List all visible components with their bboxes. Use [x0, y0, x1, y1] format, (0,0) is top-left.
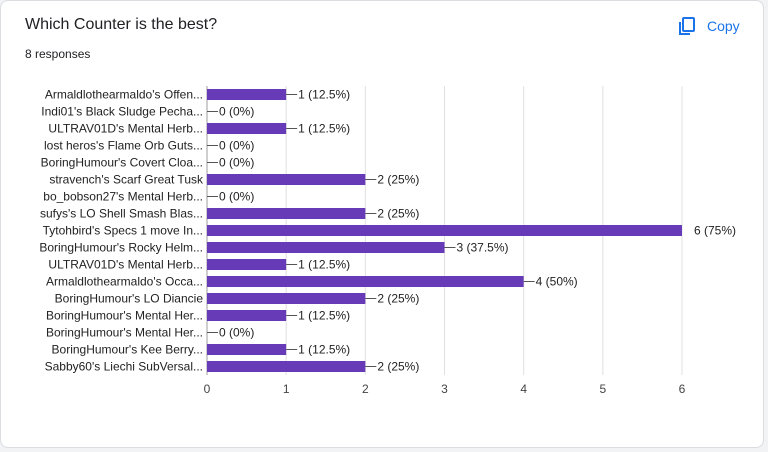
copy-label: Copy — [707, 18, 740, 34]
value-label: 1 (12.5%) — [298, 258, 350, 272]
copy-icon — [677, 16, 697, 36]
category-label: sufys's LO Shell Smash Blas... — [40, 207, 203, 221]
category-label: Indi01's Black Sludge Pecha... — [41, 105, 203, 119]
x-tick-label: 5 — [599, 382, 606, 396]
value-label: 2 (25%) — [377, 360, 419, 374]
value-label: 0 (0%) — [219, 105, 254, 119]
value-label: 3 (37.5%) — [457, 241, 509, 255]
category-label: Sabby60's Liechi SubVersal... — [45, 360, 203, 374]
bar — [207, 123, 287, 134]
value-label: 1 (12.5%) — [298, 122, 350, 136]
value-label: 2 (25%) — [377, 173, 419, 187]
bar — [207, 89, 287, 100]
bar — [207, 208, 366, 219]
value-label: 4 (50%) — [536, 275, 578, 289]
category-label: stravench's Scarf Great Tusk — [49, 173, 204, 187]
x-tick-label: 6 — [679, 382, 686, 396]
value-label: 6 (75%) — [694, 224, 736, 238]
bar — [207, 276, 524, 287]
x-tick-label: 4 — [520, 382, 527, 396]
value-label: 1 (12.5%) — [298, 309, 350, 323]
category-label: BoringHumour's Kee Berry... — [52, 343, 203, 357]
value-label: 0 (0%) — [219, 156, 254, 170]
value-label: 2 (25%) — [377, 207, 419, 221]
x-tick-label: 3 — [441, 382, 448, 396]
category-label: BoringHumour's Mental Her... — [46, 326, 203, 340]
category-label: bo_bobson27's Mental Herb... — [43, 190, 203, 204]
question-title: Which Counter is the best? — [25, 16, 218, 33]
bar — [207, 293, 366, 304]
bar — [207, 225, 682, 236]
category-label: ULTRAV01D's Mental Herb... — [48, 122, 203, 136]
bar — [207, 259, 287, 270]
category-label: lost heros's Flame Orb Guts... — [44, 139, 203, 153]
value-label: 0 (0%) — [219, 326, 254, 340]
bar — [207, 242, 445, 253]
category-label: Armaldlothearmaldo's Occa... — [46, 275, 203, 289]
bar — [207, 361, 366, 372]
value-label: 2 (25%) — [377, 292, 419, 306]
bar — [207, 310, 287, 321]
x-tick-label: 0 — [204, 382, 211, 396]
value-label: 1 (12.5%) — [298, 343, 350, 357]
category-label: Armaldlothearmaldo's Offen... — [45, 88, 203, 102]
x-tick-label: 2 — [362, 382, 369, 396]
bar — [207, 174, 366, 185]
category-label: BoringHumour's Rocky Helm... — [39, 241, 203, 255]
copy-button[interactable]: Copy — [671, 11, 746, 41]
bar — [207, 344, 287, 355]
category-label: BoringHumour's Mental Her... — [46, 309, 203, 323]
category-label: Tytohbird's Specs 1 move In... — [43, 224, 203, 238]
response-count: 8 responses — [25, 47, 91, 61]
x-tick-label: 1 — [283, 382, 290, 396]
category-label: ULTRAV01D's Mental Herb... — [48, 258, 203, 272]
category-label: BoringHumour's LO Diancie — [55, 292, 204, 306]
value-label: 0 (0%) — [219, 139, 254, 153]
category-label: BoringHumour's Covert Cloa... — [41, 156, 203, 170]
value-label: 1 (12.5%) — [298, 88, 350, 102]
value-label: 0 (0%) — [219, 190, 254, 204]
